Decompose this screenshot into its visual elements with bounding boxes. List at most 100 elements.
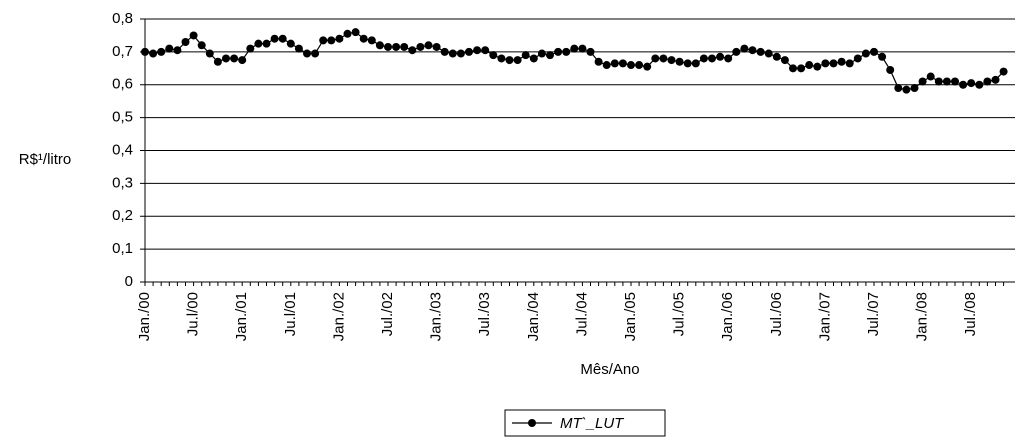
data-point — [238, 56, 247, 65]
data-point — [465, 47, 473, 56]
legend-marker — [528, 419, 536, 427]
data-point — [262, 39, 271, 48]
data-point — [303, 49, 311, 58]
data-point — [910, 84, 919, 93]
data-point — [278, 34, 287, 43]
x-tick-label: Jan./06 — [719, 292, 736, 341]
data-point — [797, 64, 806, 73]
data-point — [424, 41, 433, 50]
data-point — [716, 52, 725, 61]
data-point — [197, 41, 206, 50]
data-point — [416, 42, 425, 51]
data-point — [934, 77, 943, 86]
data-point — [683, 59, 692, 68]
x-tick-label: Jul./04 — [573, 292, 590, 336]
y-tick-label: 0,2 — [112, 207, 133, 224]
data-point — [189, 31, 198, 40]
data-point — [878, 52, 887, 61]
x-tick-label: Jan./00 — [136, 292, 153, 341]
data-point — [473, 46, 482, 55]
data-point — [351, 28, 360, 37]
y-tick-label: 0,3 — [112, 174, 133, 191]
data-point — [740, 44, 749, 53]
data-point — [967, 79, 976, 88]
data-point — [286, 39, 295, 48]
data-point — [141, 47, 149, 56]
data-point — [627, 61, 635, 70]
data-point — [448, 49, 457, 58]
data-point — [602, 61, 611, 70]
legend-box — [504, 409, 666, 437]
data-point — [983, 77, 992, 86]
data-point — [546, 51, 554, 60]
data-point — [505, 56, 514, 65]
data-point — [181, 38, 190, 47]
data-point — [651, 54, 660, 63]
data-point — [659, 54, 668, 63]
data-point — [813, 62, 822, 71]
data-point — [999, 67, 1008, 76]
data-point — [432, 42, 441, 51]
y-tick-label: 0,8 — [112, 10, 133, 27]
x-tick-label: Jan./04 — [525, 292, 542, 341]
data-point — [367, 36, 376, 45]
data-point — [708, 54, 716, 63]
x-tick-label: Jan./08 — [914, 292, 931, 341]
x-tick-label: Jan./01 — [233, 292, 250, 341]
data-point — [529, 54, 538, 63]
y-tick-label: 0,5 — [112, 109, 133, 126]
data-point — [294, 44, 303, 53]
data-point — [732, 47, 741, 56]
data-point — [610, 59, 619, 68]
data-point — [384, 42, 392, 51]
y-tick-label: 0,1 — [112, 240, 133, 257]
data-point — [392, 42, 401, 51]
data-point — [837, 57, 846, 66]
data-point — [481, 46, 490, 55]
data-point — [319, 36, 328, 45]
data-point — [780, 56, 789, 65]
data-point — [789, 64, 797, 73]
data-point — [570, 44, 579, 53]
y-tick-label: 0,6 — [112, 76, 133, 93]
data-point — [756, 47, 765, 56]
data-point — [456, 49, 465, 58]
x-tick-label: Ju.l/01 — [282, 292, 299, 336]
data-point — [343, 29, 352, 38]
data-point — [618, 59, 627, 68]
data-point — [311, 49, 320, 58]
data-point — [805, 61, 814, 70]
data-point — [222, 54, 230, 63]
data-point — [894, 84, 903, 93]
data-point — [845, 59, 854, 68]
data-point — [594, 57, 603, 66]
x-tick-label: Jul./02 — [379, 292, 396, 336]
data-point — [537, 49, 546, 58]
x-tick-label: Jan./02 — [330, 292, 347, 341]
y-tick-label: 0,4 — [112, 141, 133, 158]
data-point — [951, 77, 959, 86]
data-point — [821, 59, 830, 68]
data-point — [675, 57, 684, 66]
data-point — [829, 59, 838, 68]
data-point — [942, 77, 951, 86]
data-point — [926, 72, 935, 81]
data-point — [400, 42, 409, 51]
data-point — [440, 47, 449, 56]
data-point — [230, 54, 239, 63]
data-point — [975, 80, 984, 89]
data-point — [489, 51, 498, 60]
data-point — [724, 54, 733, 63]
data-point — [918, 77, 927, 86]
x-tick-label: Jan./03 — [428, 292, 445, 341]
data-point — [335, 34, 344, 43]
data-point — [578, 44, 587, 53]
x-tick-label: Jul./05 — [671, 292, 688, 336]
data-point — [764, 49, 773, 58]
data-point — [870, 47, 878, 56]
x-tick-label: Jul./06 — [768, 292, 785, 336]
data-point — [165, 44, 174, 53]
data-point — [643, 62, 652, 71]
data-point — [635, 61, 644, 70]
data-point — [359, 34, 368, 43]
